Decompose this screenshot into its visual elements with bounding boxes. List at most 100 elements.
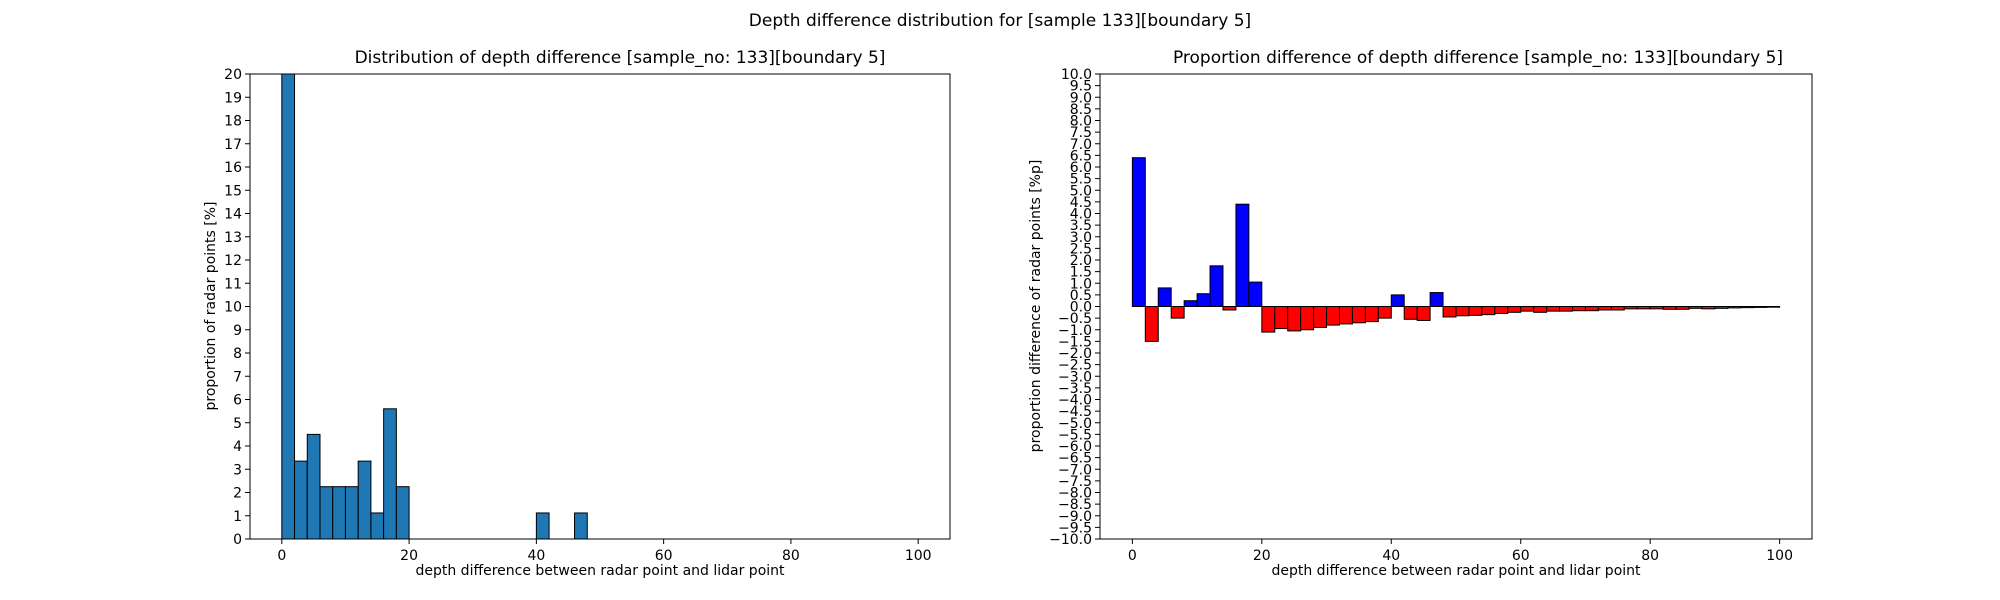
bar — [1364, 306, 1379, 323]
y-tick-label: 1.5 — [1070, 265, 1092, 281]
bar — [1287, 306, 1302, 332]
bar — [1610, 306, 1625, 311]
y-tick-label: −4.5 — [1058, 404, 1092, 420]
y-tick-label: −5.5 — [1058, 427, 1092, 443]
y-tick-label: 0 — [233, 532, 242, 548]
x-tick-label: 20 — [400, 548, 418, 564]
bar — [294, 460, 308, 540]
x-axis-ticks: 0 20 40 60 80 100 — [277, 539, 932, 564]
bar — [1222, 306, 1237, 311]
y-tick-label: 5.0 — [1070, 183, 1092, 199]
x-tick-label: 20 — [1253, 548, 1271, 564]
y-tick-label: 7 — [233, 369, 242, 385]
y-tick-label: 17 — [224, 137, 242, 153]
y-tick-label: 16 — [224, 160, 242, 176]
bar — [1597, 306, 1612, 311]
y-tick-label: 19 — [224, 90, 242, 106]
y-tick-label: 9.5 — [1070, 79, 1092, 95]
bar — [332, 486, 346, 540]
bar — [1766, 306, 1781, 308]
x-axis-label: depth difference between radar point and… — [415, 563, 785, 579]
y-tick-label: 10 — [224, 300, 242, 316]
chart-title: Proportion difference of depth differenc… — [1173, 48, 1783, 68]
bar — [1572, 306, 1586, 312]
y-tick-label: 0.5 — [1070, 288, 1092, 304]
bar — [1753, 306, 1768, 308]
x-tick-label: 60 — [1512, 548, 1530, 564]
y-tick-label: 9 — [233, 323, 242, 339]
y-tick-label: −4.0 — [1058, 393, 1092, 409]
y-tick-label: −10.0 — [1049, 532, 1092, 548]
y-tick-label: 6 — [233, 393, 242, 409]
y-tick-label: −5.0 — [1058, 416, 1092, 432]
y-tick-label: 0.0 — [1070, 300, 1092, 316]
y-axis-ticks: −10.0−9.5−9.0−8.5−8.0−7.5−7.0−6.5−6.0−5.… — [1049, 67, 1100, 548]
bar — [357, 460, 372, 540]
bar — [370, 512, 385, 540]
x-tick-label: 40 — [527, 548, 545, 564]
y-tick-label: −6.0 — [1058, 439, 1092, 455]
y-tick-label: 6.0 — [1070, 160, 1092, 176]
x-tick-label: 40 — [1382, 548, 1400, 564]
bar — [1662, 306, 1677, 310]
bar — [1546, 306, 1561, 312]
bar — [1468, 306, 1483, 316]
bar — [1326, 306, 1340, 326]
bar — [1636, 306, 1651, 310]
y-tick-label: 2.5 — [1070, 241, 1092, 257]
proportion-difference-chart: Proportion difference of depth differenc… — [1028, 48, 1813, 579]
y-tick-label: −1.0 — [1058, 323, 1092, 339]
y-tick-label: −9.0 — [1058, 509, 1092, 525]
bar — [1559, 306, 1574, 312]
y-tick-label: −1.5 — [1058, 334, 1092, 350]
bar — [1248, 281, 1263, 307]
y-tick-label: 8.0 — [1070, 114, 1092, 130]
chart-title: Distribution of depth difference [sample… — [355, 48, 886, 68]
y-tick-label: 13 — [224, 230, 242, 246]
y-tick-label: 6.5 — [1070, 148, 1092, 164]
bar — [1300, 306, 1315, 331]
x-tick-label: 80 — [782, 548, 800, 564]
bar — [1261, 306, 1276, 333]
y-tick-label: 1.0 — [1070, 276, 1092, 292]
bar — [1416, 306, 1431, 321]
bar — [1235, 203, 1250, 307]
bar — [1740, 306, 1755, 309]
bar — [1714, 306, 1729, 309]
x-tick-label: 0 — [1128, 548, 1137, 564]
bars-group — [281, 73, 588, 540]
bar — [1429, 292, 1444, 307]
bar — [1533, 306, 1548, 313]
bar — [1442, 306, 1457, 318]
y-tick-label: −3.0 — [1058, 369, 1092, 385]
bar — [535, 512, 550, 540]
y-tick-label: −6.5 — [1058, 451, 1092, 467]
y-tick-label: 4 — [233, 439, 242, 455]
bar — [1403, 306, 1418, 320]
bar — [1144, 306, 1159, 342]
bar — [1351, 306, 1366, 324]
bar — [574, 512, 588, 540]
bar — [1481, 306, 1496, 316]
x-tick-label: 100 — [905, 548, 932, 564]
y-tick-label: −9.5 — [1058, 520, 1092, 536]
bar — [1338, 306, 1353, 325]
bar — [1377, 306, 1392, 319]
y-tick-label: 14 — [224, 207, 242, 223]
bar — [1649, 306, 1664, 310]
y-tick-label: 8 — [233, 346, 242, 362]
y-tick-label: 2.0 — [1070, 253, 1092, 269]
x-axis-ticks: 0 20 40 60 80 100 — [1128, 539, 1793, 564]
figure-suptitle: Depth difference distribution for [sampl… — [749, 11, 1251, 31]
plot-frame — [249, 73, 951, 540]
y-tick-label: 18 — [224, 114, 242, 130]
y-tick-label: 1 — [233, 509, 242, 525]
y-tick-label: 10.0 — [1061, 67, 1092, 83]
bar — [344, 486, 359, 540]
bar — [1520, 306, 1535, 312]
bar — [1157, 287, 1172, 307]
bar — [1623, 306, 1638, 310]
y-tick-label: 3.5 — [1070, 218, 1092, 234]
